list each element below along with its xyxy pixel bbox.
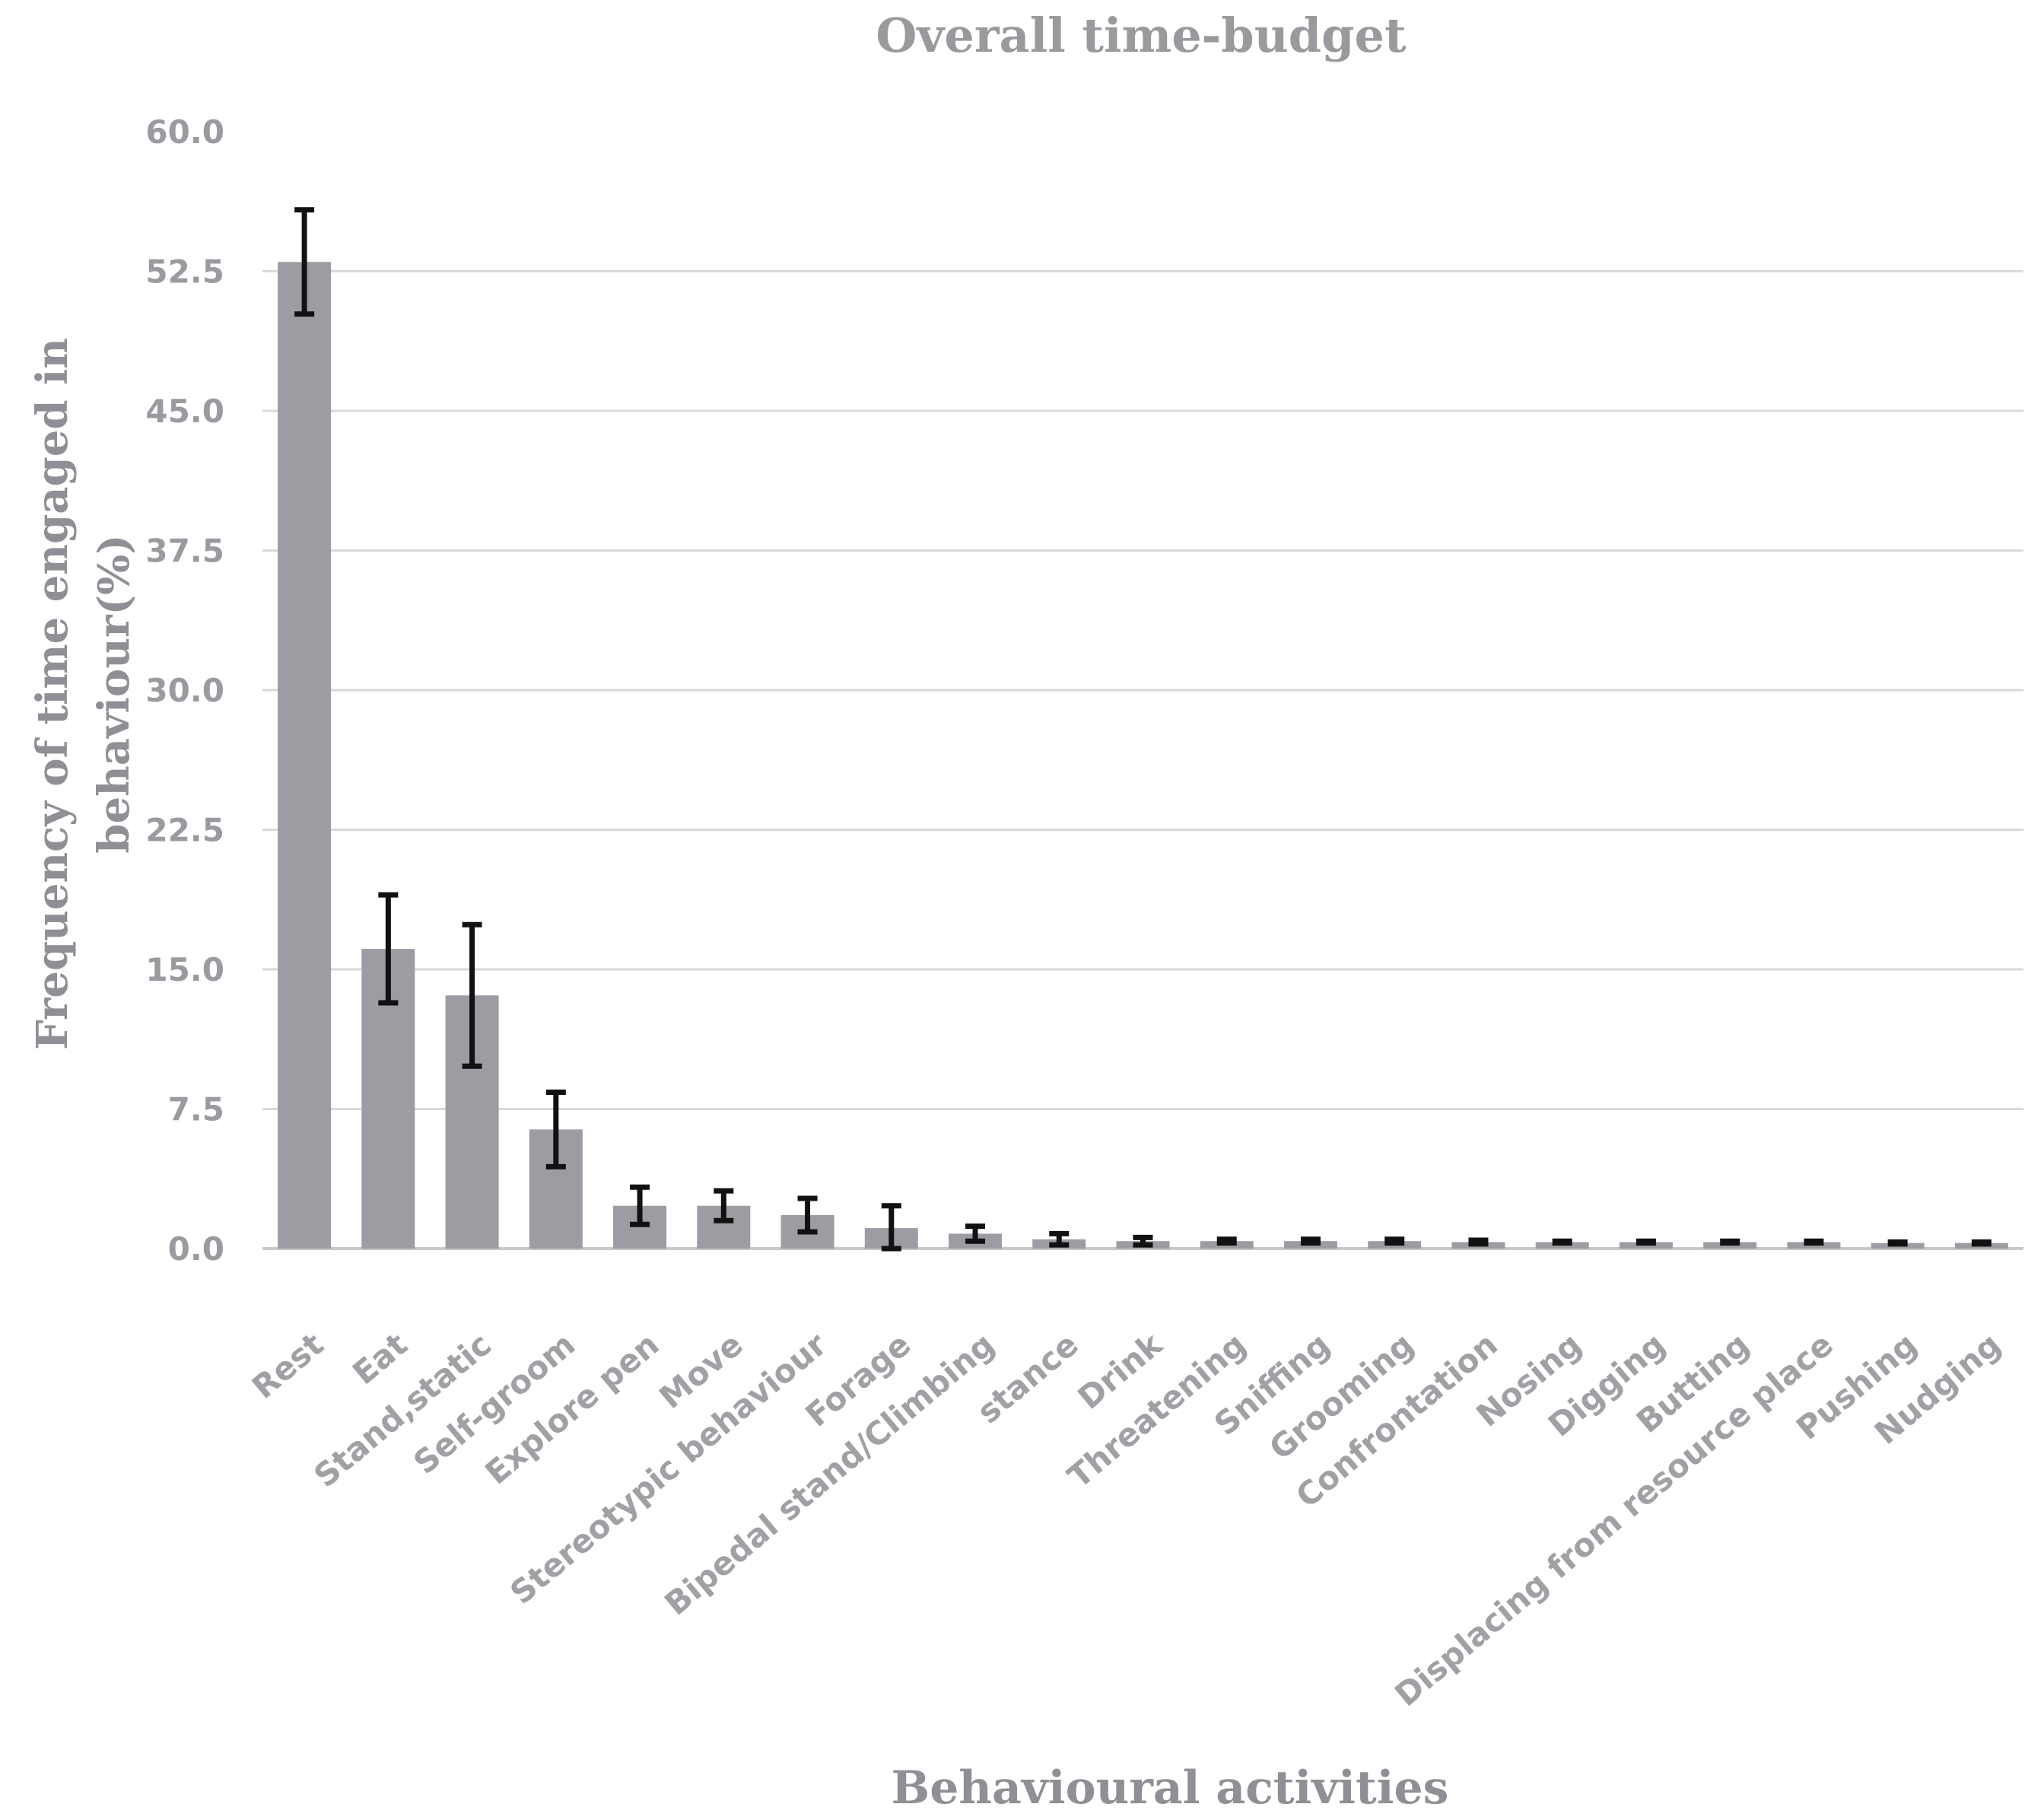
y-tick-label: 7.5 xyxy=(168,1091,224,1128)
y-tick-label: 60.0 xyxy=(145,113,224,151)
error-bar xyxy=(965,1223,986,1244)
y-tick-label: 0.0 xyxy=(168,1230,224,1268)
error-bar xyxy=(1887,1239,1908,1247)
y-tick-label: 37.5 xyxy=(145,533,224,570)
bar xyxy=(278,262,332,1249)
y-axis-title-line-2: behaviour(%) xyxy=(89,534,139,853)
y-tick-label: 45.0 xyxy=(145,393,224,430)
error-bar xyxy=(630,1184,650,1227)
chart-title: Overall time-budget xyxy=(876,8,1407,63)
error-bar xyxy=(1216,1236,1237,1246)
gridlines xyxy=(262,270,2023,1250)
y-axis-title: Frequency of time engaged in behaviour(%… xyxy=(27,338,139,1050)
y-axis-tick-labels: 0.0 7.5 15.0 22.5 30.0 37.5 45.0 52.5 60.0 xyxy=(145,113,224,1268)
x-axis-title: Behavioural activities xyxy=(892,1761,1449,1815)
y-tick-label: 30.0 xyxy=(145,672,224,709)
error-bar xyxy=(462,921,482,1069)
error-bar xyxy=(1971,1239,1992,1247)
x-category-label: Rest xyxy=(245,1325,331,1406)
error-bar xyxy=(1384,1236,1405,1246)
error-bar xyxy=(1636,1238,1656,1246)
y-tick-label: 22.5 xyxy=(145,812,224,849)
error-bar xyxy=(378,892,399,1006)
error-bar xyxy=(1804,1238,1824,1246)
error-bar xyxy=(545,1089,566,1169)
error-bar xyxy=(1049,1230,1070,1248)
error-bar xyxy=(1300,1236,1321,1246)
error-bar xyxy=(797,1195,818,1235)
error-bar xyxy=(294,207,315,317)
error-bar xyxy=(881,1203,901,1252)
error-bar xyxy=(1552,1238,1572,1246)
error-bars xyxy=(294,207,1992,1252)
y-tick-label: 15.0 xyxy=(145,951,224,988)
error-bar xyxy=(1720,1238,1740,1246)
error-bar xyxy=(1133,1234,1153,1248)
y-axis-title-line-1: Frequency of time engaged in xyxy=(27,338,78,1050)
error-bar xyxy=(1468,1237,1489,1247)
error-bar xyxy=(714,1188,734,1223)
x-category-label: Eat xyxy=(345,1325,415,1392)
y-tick-label: 52.5 xyxy=(145,253,224,291)
